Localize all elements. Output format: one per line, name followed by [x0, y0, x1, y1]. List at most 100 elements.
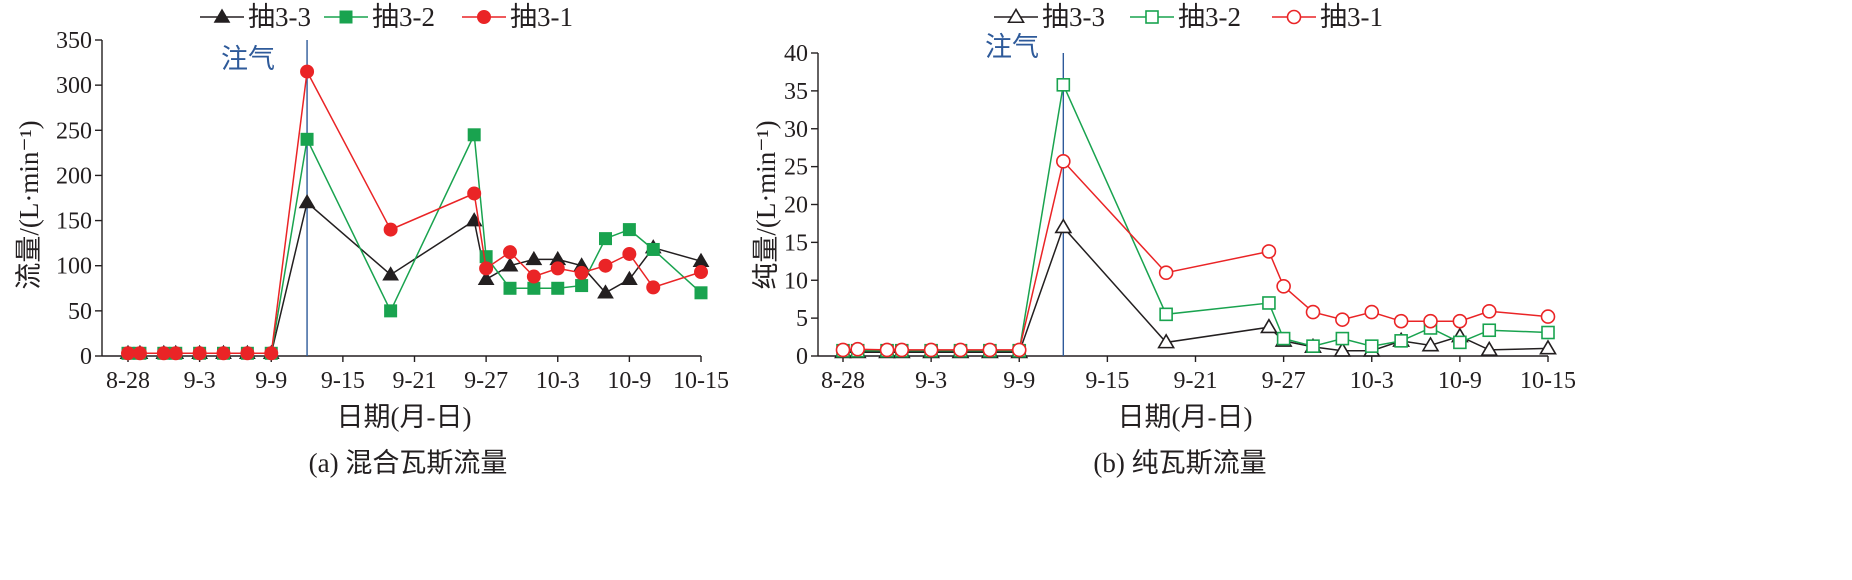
- data-point: [622, 223, 636, 237]
- data-point: [1393, 313, 1409, 329]
- data-point: [599, 232, 612, 246]
- data-point: [694, 286, 708, 300]
- x-tick-label: 9-27: [1262, 368, 1306, 394]
- legend-label: 抽3-2: [372, 2, 435, 32]
- y-tick-label: 20: [784, 193, 808, 219]
- data-point: [1539, 339, 1557, 355]
- data-point: [467, 128, 481, 142]
- y-tick-label: 15: [784, 230, 808, 256]
- data-point: [168, 346, 183, 361]
- data-point: [192, 346, 207, 361]
- series-抽3-1: [835, 154, 1556, 358]
- x-tick-label: 9-9: [1003, 368, 1035, 394]
- data-point: [1056, 78, 1071, 92]
- data-point: [1540, 309, 1556, 324]
- legend-marker: [339, 10, 353, 24]
- data-point: [1364, 304, 1380, 320]
- x-axis-label: 日期(月-日): [1118, 402, 1253, 432]
- data-point: [121, 346, 135, 361]
- series-抽3-1: [121, 64, 708, 361]
- data-point: [1262, 296, 1276, 310]
- x-tick-label: 10-3: [1350, 368, 1394, 394]
- data-point: [923, 342, 939, 358]
- series-line: [128, 69, 702, 355]
- data-point: [527, 281, 541, 295]
- y-tick-label: 250: [56, 118, 92, 144]
- series-line: [128, 132, 702, 355]
- data-point: [694, 265, 708, 280]
- legend-marker: [213, 8, 231, 23]
- injection-annotation: 注气: [985, 32, 1039, 62]
- legend-marker: [1286, 9, 1302, 25]
- y-tick-label: 10: [784, 268, 808, 294]
- x-tick-label: 9-21: [393, 368, 437, 394]
- data-point: [216, 346, 231, 361]
- y-tick-label: 5: [796, 306, 808, 332]
- x-axis-label: 日期(月-日): [337, 402, 472, 432]
- y-tick-label: 40: [784, 41, 808, 67]
- data-point: [1394, 334, 1408, 348]
- x-tick-label: 9-9: [255, 368, 287, 394]
- x-tick-label: 9-3: [184, 368, 216, 394]
- data-point: [1453, 335, 1467, 350]
- data-point: [383, 222, 398, 237]
- chart-a: 0 50 100 150 200 250 300 350 8-28 9-3 9-9 9-15 9-21 9…: [14, 2, 729, 478]
- data-point: [1261, 244, 1277, 259]
- data-point: [1056, 154, 1071, 169]
- data-point: [1260, 318, 1278, 334]
- data-point: [384, 304, 398, 318]
- y-tick-label: 200: [56, 163, 92, 189]
- data-point: [575, 279, 589, 293]
- x-tick-label: 8-28: [821, 368, 865, 394]
- data-point: [467, 186, 482, 201]
- y-tick-label: 350: [56, 28, 92, 54]
- data-point: [551, 281, 565, 295]
- data-point: [982, 342, 998, 358]
- data-point: [1335, 331, 1350, 346]
- data-point: [622, 246, 637, 261]
- y-tick-label: 50: [68, 299, 92, 325]
- data-point: [300, 64, 315, 79]
- data-point: [1423, 313, 1438, 329]
- data-point: [1158, 265, 1174, 280]
- data-point: [503, 245, 517, 260]
- data-point: [1335, 312, 1350, 327]
- data-point: [1333, 341, 1352, 357]
- data-point: [1276, 279, 1291, 294]
- data-point: [879, 342, 895, 358]
- data-point: [1305, 304, 1321, 320]
- y-tick-label: 30: [784, 117, 808, 143]
- data-point: [621, 270, 638, 286]
- legend-marker: [477, 10, 491, 24]
- legend-label: 抽3-3: [1042, 2, 1105, 32]
- data-point: [382, 266, 399, 281]
- legend-marker: [1007, 7, 1025, 24]
- x-tick-label: 10-3: [536, 368, 580, 394]
- x-tick-label: 9-15: [321, 368, 365, 394]
- data-point: [1306, 339, 1320, 353]
- data-point: [1159, 307, 1173, 322]
- y-tick-label: 0: [796, 344, 808, 370]
- y-axis-label: 纯量/(L·min⁻¹): [751, 120, 781, 289]
- data-point: [1452, 313, 1468, 329]
- legend-label: 抽3-1: [510, 2, 573, 32]
- data-point: [1011, 342, 1027, 358]
- chart-caption: (b) 纯瓦斯流量: [1093, 448, 1266, 478]
- chart-b: 0 5 10 15 20 25 30 35 40 8-28 9-3 9-9 9-15 9-21 9-27 10…: [751, 2, 1576, 478]
- data-point: [597, 284, 614, 299]
- data-point: [264, 346, 279, 361]
- data-point: [1276, 331, 1291, 346]
- data-point: [550, 261, 565, 276]
- data-point: [156, 346, 171, 361]
- data-point: [479, 261, 494, 276]
- data-point: [646, 242, 660, 256]
- data-point: [501, 257, 519, 272]
- data-point: [1482, 323, 1497, 338]
- series-抽3-2: [836, 78, 1555, 358]
- injection-annotation: 注气: [221, 44, 275, 74]
- data-point: [574, 265, 589, 280]
- series-抽3-2: [121, 128, 708, 360]
- x-tick-label: 10-15: [1520, 368, 1576, 394]
